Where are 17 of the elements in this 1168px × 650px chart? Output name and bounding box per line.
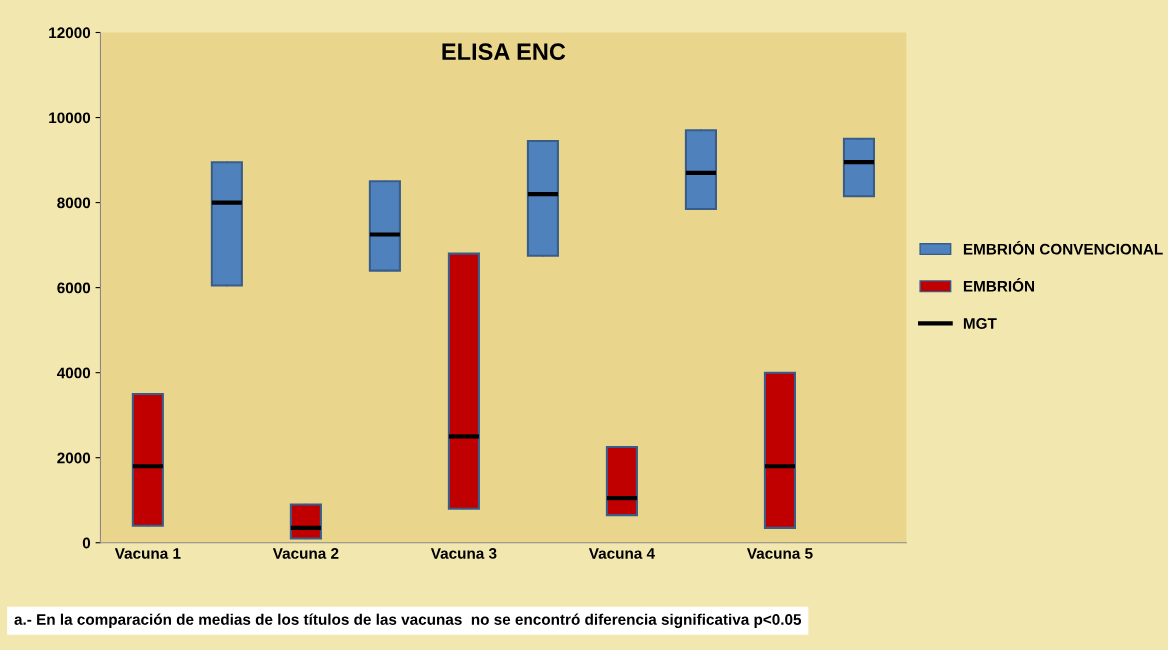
legend-label: EMBRIÓN CONVENCIONAL (963, 240, 1163, 255)
y-tick-label: 2000 (57, 452, 91, 464)
x-tick-label: Vacuna 4 (588, 548, 655, 559)
y-tick-label: 8000 (57, 197, 91, 209)
x-tick-label: Vacuna 1 (114, 548, 181, 559)
chart-title: ELISA ENC (442, 43, 566, 61)
y-tick-label: 10000 (49, 112, 91, 124)
x-tick-label: Vacuna 2 (272, 548, 339, 559)
text: MGT (963, 318, 997, 329)
y-tick-label: 4000 (56, 367, 91, 379)
text: a.- En la comparación de medias de los títulos de las vacunas no se encontró diferencia significativa p<0.05 (14, 613, 802, 628)
legend-label: EMBRIÓN (963, 278, 1035, 292)
y-tick-label: 0 (82, 537, 91, 549)
y-tick-label: 6000 (57, 282, 91, 294)
x-tick-label: Vacuna 5 (746, 548, 813, 559)
x-tick-label: Vacuna 3 (430, 548, 497, 559)
y-tick-label: 12000 (49, 27, 91, 39)
